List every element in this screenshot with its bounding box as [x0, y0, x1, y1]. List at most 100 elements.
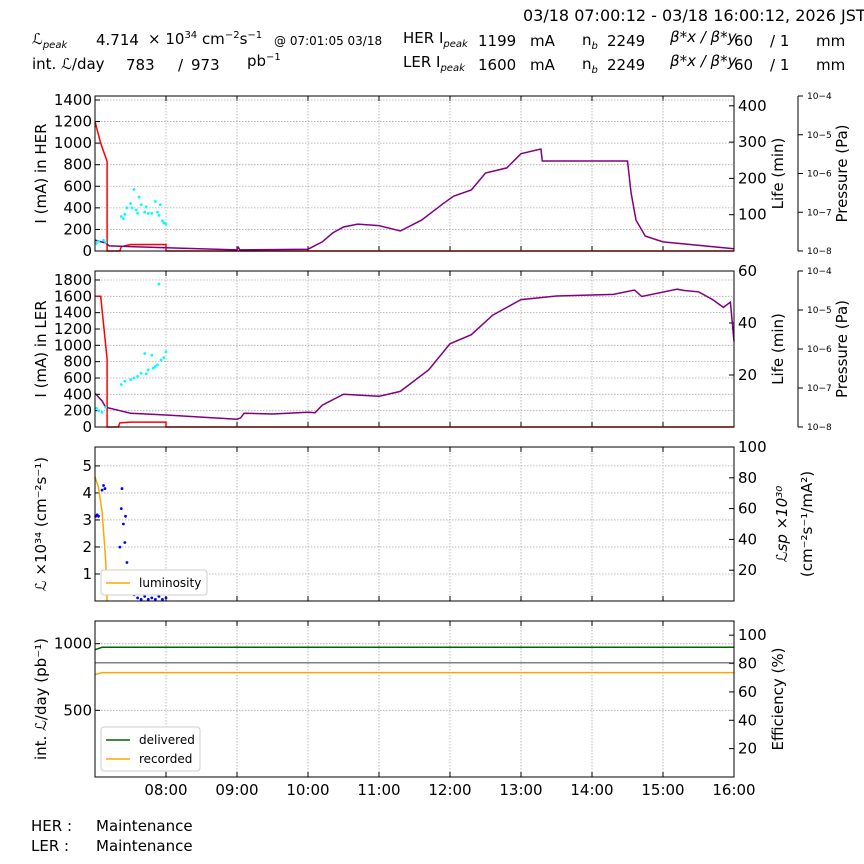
pressure-point [130, 206, 134, 210]
y-tick-label: 400 [63, 199, 92, 217]
ler-betay: / 1 [770, 56, 790, 74]
pressure-point [157, 282, 161, 286]
x-tick-label: 15:00 [641, 781, 684, 799]
ler-ipeak-value: 1600 [478, 56, 517, 74]
y-axis-label: I (mA) in LER [32, 300, 50, 397]
her-beta-label: β*x / β*y [670, 28, 737, 46]
specific-luminosity-point [164, 596, 168, 600]
y-tick-label: 200 [63, 220, 92, 238]
y-axis-label: ℒ ×10³⁴ (cm⁻²s⁻¹) [32, 457, 50, 591]
x-tick-label: 14:00 [570, 781, 613, 799]
plot-frame [94, 620, 735, 778]
her-status: Maintenance [96, 817, 193, 835]
pressure-tick-label: 10−7 [807, 208, 832, 218]
y-tick-label: 600 [63, 369, 92, 387]
pressure-axis-label: Pressure (Pa) [833, 124, 851, 222]
specific-luminosity-point [118, 545, 122, 549]
pressure-point [137, 195, 141, 199]
pressure-point [146, 368, 150, 372]
y2-axis-label: Life (min) [769, 138, 787, 210]
y-tick-label: 1200 [54, 113, 92, 131]
pressure-point [125, 206, 129, 210]
y2-tick-label: 80 [738, 655, 757, 673]
pressure-point [156, 210, 159, 214]
pressure-point [119, 383, 123, 386]
y-tick-label: 5 [82, 457, 92, 475]
her-nb-value: 2249 [607, 32, 646, 50]
pressure-point [100, 410, 104, 414]
ler-nb-label: nb [582, 55, 598, 76]
ler-ipeak-unit: mA [530, 56, 555, 74]
legend-label: luminosity [139, 576, 201, 590]
legend: luminosity [100, 569, 208, 596]
specific-luminosity-point [122, 522, 125, 526]
specific-luminosity-point [143, 594, 147, 598]
y-tick-label: 3 [82, 511, 92, 529]
pressure-point [161, 219, 164, 223]
panel-her: 0 200 400 600 800 1000 1200 1400 100 200 300 400 I (… [32, 91, 851, 260]
y2-tick-label: 100 [738, 626, 767, 644]
ler-beta-label: β*x / β*y [670, 52, 737, 70]
pressure-point [143, 352, 147, 355]
pressure-point [95, 406, 98, 410]
pressure-point [129, 202, 132, 205]
her-ipeak-label: HER Ipeak [403, 29, 468, 50]
intl-label: int. ℒ/day [32, 55, 105, 73]
y-tick-label: 600 [63, 177, 92, 195]
y2-tick-label: 60 [738, 683, 757, 701]
specific-luminosity-point [161, 598, 164, 601]
x-tick-label: 12:00 [428, 781, 471, 799]
pressure-point [136, 374, 140, 378]
pressure-tick-label: 10−8 [807, 423, 832, 433]
pressure-tick-label: 10−8 [807, 247, 832, 257]
y-tick-label: 800 [63, 353, 92, 371]
pressure-point [150, 353, 154, 357]
specific-luminosity-point [100, 488, 104, 492]
pressure-tick-label: 10−4 [807, 92, 832, 102]
y2-axis-label-unit: (cm⁻²s⁻¹/mA²) [798, 471, 816, 577]
specific-luminosity-point [97, 514, 100, 518]
recorded-line [94, 671, 734, 676]
pressure-point [162, 221, 166, 225]
pressure-tick-label: 10−4 [807, 267, 832, 277]
y2-tick-label: 100 [738, 438, 767, 456]
her-betay: / 1 [770, 32, 790, 50]
pressure-point [123, 379, 127, 383]
pressure-tick-label: 10−6 [807, 345, 832, 355]
pressure-point [144, 205, 148, 209]
x-tick-label: 13:00 [499, 781, 542, 799]
y-tick-label: 1200 [54, 320, 92, 338]
y2-tick-label: 60 [738, 500, 757, 518]
ler-ipeak-label: LER Ipeak [403, 53, 465, 74]
pressure-point [95, 242, 98, 245]
y-tick-label: 4 [82, 484, 92, 502]
her-beta-unit: mm [816, 32, 846, 50]
y2-tick-label: 40 [738, 530, 757, 548]
legend-box [100, 726, 201, 772]
life-line [94, 288, 735, 420]
x-tick-label: 09:00 [215, 781, 258, 799]
y-tick-label: 1000 [54, 134, 92, 152]
specific-luminosity-point [146, 598, 150, 601]
life-line [94, 148, 735, 251]
y-tick-label: 1 [82, 565, 92, 583]
specific-luminosity-point [153, 598, 157, 601]
x-tick-label: 11:00 [357, 781, 400, 799]
y-tick-label: 1400 [54, 91, 92, 109]
specific-luminosity-point [120, 487, 124, 490]
y2-tick-label: 20 [738, 740, 757, 758]
pressure-point [158, 203, 162, 207]
pressure-point [102, 238, 105, 242]
y-tick-label: 1600 [54, 287, 92, 305]
specific-luminosity-point [136, 596, 140, 600]
y-axis-label: I (mA) in HER [32, 123, 50, 223]
y2-tick-label: 40 [738, 314, 757, 332]
y-tick-label: 1400 [54, 304, 92, 322]
pressure-tick-label: 10−5 [807, 306, 832, 316]
pressure-point [132, 376, 136, 380]
current-line [95, 295, 734, 428]
y-tick-label: 800 [63, 156, 92, 174]
ler-beta-unit: mm [816, 56, 846, 74]
y2-tick-label: 100 [738, 206, 767, 224]
